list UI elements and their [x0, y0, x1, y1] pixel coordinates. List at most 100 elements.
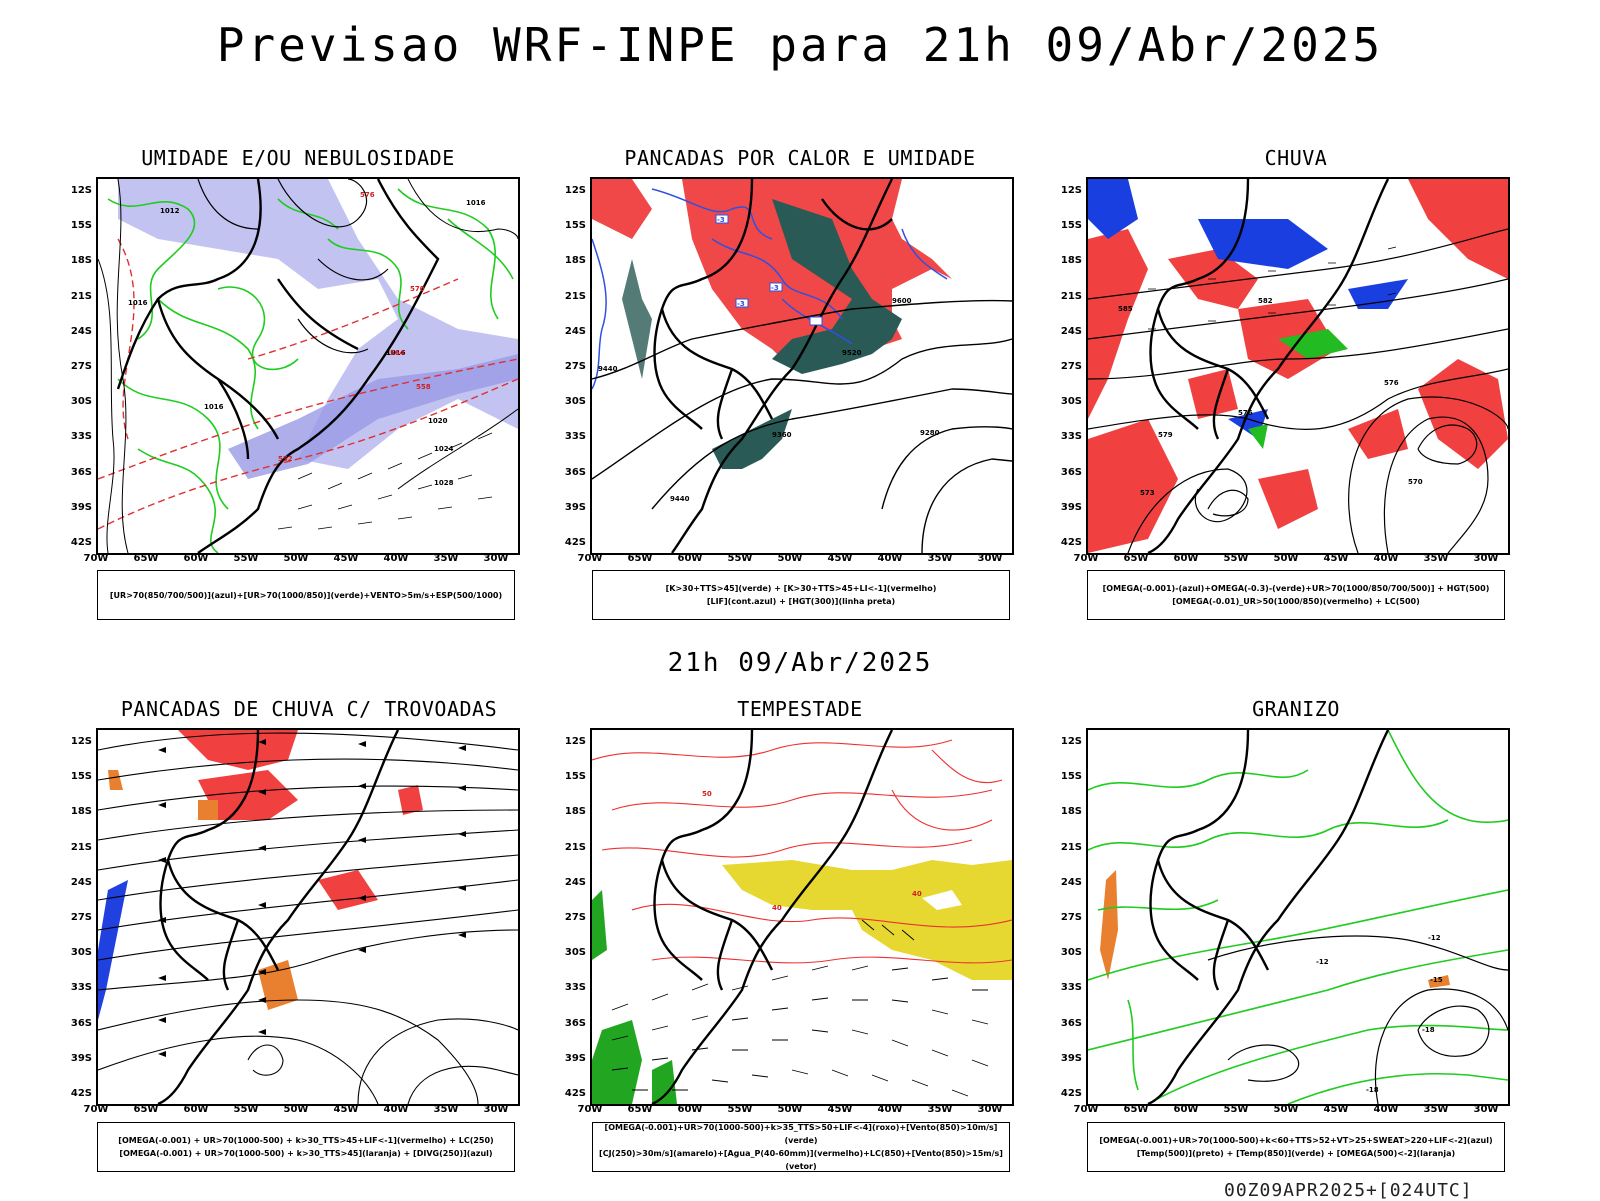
panel-title: UMIDADE E/OU NEBULOSIDADE	[141, 146, 455, 170]
contour-label: 1020	[428, 417, 448, 425]
contour-label: -15	[1430, 976, 1443, 984]
umidade-map-graphic: 1016 1012 1016 1016 1016 1024 1020 1028 …	[98, 179, 518, 553]
lat-tick-label: 15S	[70, 771, 92, 783]
lon-tick-label: 40W	[877, 553, 903, 564]
panel-title: CHUVA	[1264, 146, 1328, 170]
page-title: Previsao WRF-INPE para 21h 09/Abr/2025	[216, 18, 1384, 72]
legend-pancadas: [K>30+TTS>45](verde) + [K>30+TTS>45+LI<-…	[592, 570, 1010, 620]
map-tempestade[interactable]: 40 40 50	[590, 728, 1014, 1106]
red-dashed-contours	[98, 238, 518, 530]
lat-tick-label: 18S	[1060, 806, 1082, 818]
lon-tick-label: 70W	[1073, 553, 1099, 564]
lat-tick-label: 33S	[70, 431, 92, 443]
legend-umidade: [UR>70(850/700/500)](azul)+[UR>70(1000/8…	[97, 570, 515, 620]
lon-tick-label: 50W	[1273, 553, 1299, 564]
lat-tick-label: 21S	[1060, 290, 1082, 302]
contour-label: 1016	[466, 199, 486, 207]
lat-tick-label: 39S	[1060, 501, 1082, 513]
country-borders	[1147, 179, 1390, 553]
granizo-map-graphic: -12 -12 -15 -18 -18	[1088, 730, 1508, 1104]
contour-label: 9600	[892, 297, 912, 305]
legend-line: [OMEGA(-0.01)_UR>50(1000/850)(vermelho) …	[1172, 597, 1420, 606]
lon-tick-label: 70W	[577, 553, 603, 564]
lon-tick-label: 50W	[1273, 1104, 1299, 1115]
contour-label: 576	[360, 191, 375, 199]
chuva-map-graphic: 582 579 576 576 573 570 585	[1088, 179, 1508, 553]
map-trovoadas[interactable]	[96, 728, 520, 1106]
lat-tick-label: 39S	[564, 501, 586, 513]
lat-tick-label: 39S	[564, 1052, 586, 1064]
lat-tick-label: 18S	[564, 806, 586, 818]
lon-tick-label: 45W	[1323, 553, 1349, 564]
lat-tick-label: 18S	[564, 255, 586, 267]
lat-tick-label: 21S	[70, 290, 92, 302]
legend-tempestade: [OMEGA(-0.001)+UR>70(1000-500)+k>35_TTS>…	[592, 1122, 1010, 1172]
lon-tick-label: 45W	[827, 553, 853, 564]
lat-tick-label: 15S	[1060, 771, 1082, 783]
contour-label: 50	[702, 790, 712, 798]
legend-line: [OMEGA(-0.001) + UR>70(1000-500) + k>30_…	[118, 1136, 494, 1145]
white-gap	[922, 890, 962, 910]
contour-label: 582	[1258, 297, 1273, 305]
map-granizo[interactable]: -12 -12 -15 -18 -18	[1086, 728, 1510, 1106]
blue-divergence-areas	[98, 880, 128, 1020]
lon-tick-label: 30W	[1473, 553, 1499, 564]
lat-tick-label: 30S	[1060, 396, 1082, 408]
lon-tick-label: 35W	[1423, 553, 1449, 564]
lat-tick-label: 21S	[70, 841, 92, 853]
lon-tick-label: 70W	[577, 1104, 603, 1115]
lat-tick-label: 36S	[564, 466, 586, 478]
orange-omega-areas	[1100, 870, 1450, 988]
contour-label: 1016	[204, 403, 224, 411]
legend-line: [OMEGA(-0.001)+UR>70(1000-500)+k<60+TTS>…	[1099, 1136, 1493, 1145]
lat-tick-label: 12S	[70, 736, 92, 747]
lon-tick-label: 65W	[133, 553, 159, 564]
lat-tick-label: 15S	[564, 220, 586, 232]
temp850-green-contours	[1088, 730, 1508, 1104]
map-pancadas[interactable]: 9600 9520 9440 9440 9360 9280 -3 -3 -3	[590, 177, 1014, 555]
contour-label: 579	[1158, 431, 1173, 439]
lon-tick-label: 40W	[877, 1104, 903, 1115]
contour-label: 1028	[434, 479, 454, 487]
green-instability-strip	[622, 259, 652, 379]
contour-label: 1016	[386, 349, 406, 357]
lon-tick-label: 55W	[727, 1104, 753, 1115]
lat-tick-label: 24S	[70, 876, 92, 888]
lon-tick-label: 60W	[183, 1104, 209, 1115]
map-chuva[interactable]: 582 579 576 576 573 570 585	[1086, 177, 1510, 555]
lon-tick-label: 60W	[183, 553, 209, 564]
lon-tick-label: 50W	[283, 553, 309, 564]
lat-tick-label: 18S	[1060, 255, 1082, 267]
lat-tick-label: 30S	[70, 396, 92, 408]
lat-tick-label: 24S	[70, 325, 92, 337]
contour-label: -3	[771, 284, 779, 292]
country-borders	[1147, 730, 1390, 1104]
lat-tick-label: 12S	[1060, 185, 1082, 196]
wind-arrows	[277, 432, 493, 530]
lat-tick-label: 30S	[564, 396, 586, 408]
lon-tick-label: 60W	[677, 1104, 703, 1115]
lat-tick-label: 27S	[70, 361, 92, 372]
legend-line: [OMEGA(-0.001) + UR>70(1000-500) + k>30_…	[119, 1149, 493, 1158]
contour-label: 9280	[920, 429, 940, 437]
contour-label: 570	[410, 285, 425, 293]
lat-tick-label: 36S	[1060, 1017, 1082, 1029]
lat-tick-label: 36S	[70, 466, 92, 478]
contour-label: -3	[737, 300, 745, 308]
lon-tick-label: 35W	[1423, 1104, 1449, 1115]
lat-tick-label: 21S	[564, 841, 586, 853]
contour-label: 9440	[670, 495, 690, 503]
red-water-contours	[592, 739, 1012, 964]
lat-tick-label: 24S	[1060, 876, 1082, 888]
label-boxes	[715, 214, 823, 326]
lon-tick-label: 45W	[827, 1104, 853, 1115]
lat-tick-label: 39S	[70, 1052, 92, 1064]
legend-line: [Temp(500)](preto) + [Temp(850)](verde) …	[1136, 1149, 1456, 1158]
map-umidade[interactable]: 1016 1012 1016 1016 1016 1024 1020 1028 …	[96, 177, 520, 555]
legend-line: [OMEGA(-0.001)-(azul)+OMEGA(-0.3)-(verde…	[1102, 584, 1490, 593]
trovoadas-map-graphic	[98, 730, 518, 1104]
legend-trovoadas: [OMEGA(-0.001) + UR>70(1000-500) + k>30_…	[97, 1122, 515, 1172]
contour-label: 573	[1140, 489, 1155, 497]
green-rain-areas	[1248, 329, 1348, 449]
contour-label: -12	[1316, 958, 1329, 966]
